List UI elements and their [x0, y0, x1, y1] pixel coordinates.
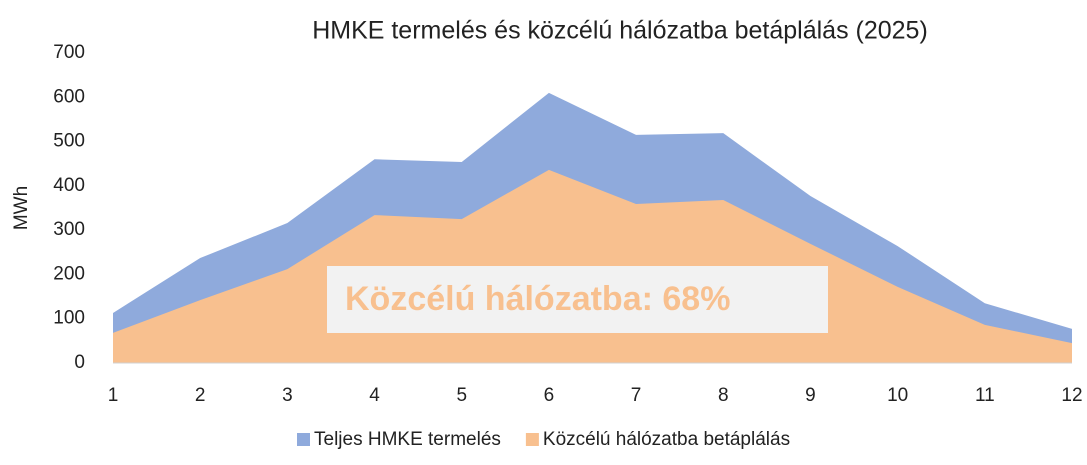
- legend-label: Teljes HMKE termelés: [314, 429, 501, 450]
- y-tick-label: 100: [53, 308, 85, 329]
- x-tick-label: 4: [369, 385, 380, 406]
- y-tick-label: 500: [53, 131, 85, 152]
- x-tick-label: 6: [544, 385, 555, 406]
- y-tick-label: 200: [53, 263, 85, 284]
- y-tick-label: 400: [53, 175, 85, 196]
- x-tick-label: 8: [718, 385, 729, 406]
- annotation-box: [327, 266, 828, 333]
- x-tick-label: 5: [456, 385, 467, 406]
- chart-title: HMKE termelés és közcélú hálózatba betáp…: [312, 17, 928, 45]
- y-axis-label: MWh: [11, 186, 32, 230]
- y-tick-label: 0: [74, 352, 85, 373]
- y-tick-label: 300: [53, 219, 85, 240]
- x-tick-label: 3: [282, 385, 293, 406]
- x-tick-label: 7: [631, 385, 642, 406]
- x-tick-label: 1: [108, 385, 119, 406]
- x-tick-label: 2: [195, 385, 206, 406]
- annotation: Közcélú hálózatba: 68%: [345, 280, 730, 318]
- x-tick-label: 10: [887, 385, 908, 406]
- legend-label: Közcélú hálózatba betáplálás: [543, 429, 790, 450]
- legend-swatch: [297, 433, 310, 446]
- x-tick-label: 9: [805, 385, 816, 406]
- x-tick-label: 12: [1061, 385, 1082, 406]
- y-tick-label: 600: [53, 86, 85, 107]
- y-tick-label: 700: [53, 42, 85, 63]
- x-tick-label: 11: [975, 385, 995, 406]
- legend-swatch: [525, 433, 539, 446]
